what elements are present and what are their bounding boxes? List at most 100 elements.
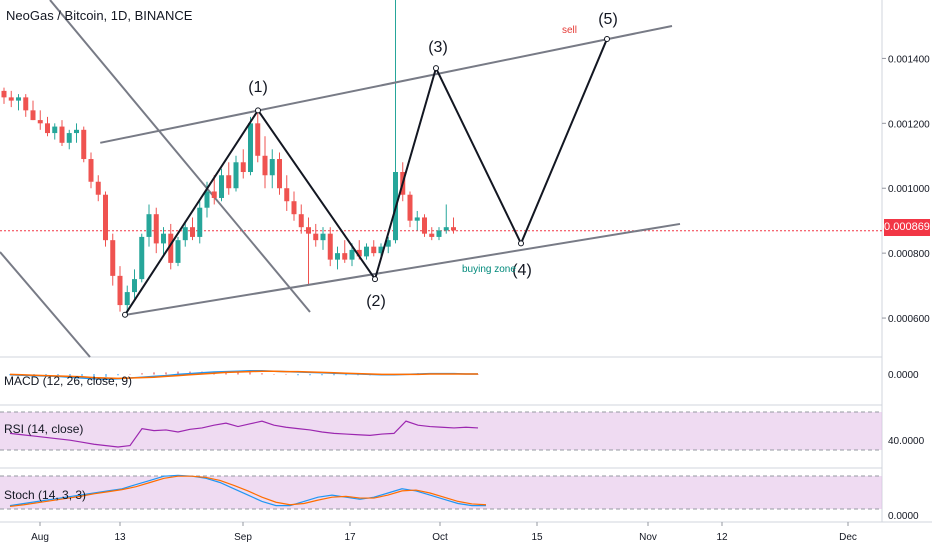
candle (168, 233, 174, 263)
candle (45, 123, 50, 134)
price-tick-label: 0.000600 (888, 314, 930, 325)
macd-tick-label: 0.0000 (888, 370, 919, 381)
downtrend-line (0, 251, 91, 358)
candle (211, 191, 217, 198)
candle (277, 159, 282, 189)
macd-histogram-bar (309, 374, 311, 376)
candle (23, 97, 29, 111)
macd-histogram-bar (249, 372, 251, 375)
macd-histogram-bar (117, 374, 119, 376)
time-tick-label: 12 (716, 532, 728, 543)
sell-annotation: sell (562, 25, 577, 36)
candle (219, 175, 224, 198)
macd-histogram-bar (345, 374, 347, 376)
time-tick-label: 17 (344, 532, 356, 543)
macd-histogram-bar (321, 374, 323, 376)
wave-point (122, 311, 128, 318)
macd-histogram-bar (57, 374, 59, 376)
candle (103, 194, 108, 241)
candle (371, 246, 377, 254)
candle (146, 214, 152, 237)
candle (88, 159, 94, 182)
time-tick-label: 13 (114, 532, 126, 543)
price-tick-label: 0.001400 (888, 54, 930, 65)
candle (233, 162, 239, 189)
channel-upper-line (100, 24, 673, 144)
price-tick-label: 0.000800 (888, 249, 930, 260)
stoch-band (0, 476, 882, 509)
candle (443, 227, 449, 231)
macd-histogram-bar (273, 374, 275, 375)
time-tick-label: Sep (234, 532, 252, 543)
macd-histogram-bar (165, 372, 167, 375)
candle (298, 214, 304, 228)
time-tick-label: Dec (839, 532, 857, 543)
candle (117, 275, 123, 306)
rsi-label: RSI (14, close) (4, 422, 84, 436)
price-tick-label: 0.001000 (888, 184, 930, 195)
candle (313, 233, 319, 241)
candle (1, 90, 7, 98)
macd-histogram-bar (261, 373, 263, 375)
candle (255, 123, 261, 156)
candle (124, 292, 130, 306)
macd-histogram-bar (81, 374, 83, 377)
wave-label: (4) (512, 262, 532, 279)
macd-label: MACD (12, 26, close, 9) (4, 374, 133, 388)
macd-histogram-bar (105, 374, 107, 377)
candle (197, 207, 203, 237)
candle (95, 181, 101, 195)
wave-label: (3) (428, 39, 448, 56)
macd-histogram-bar (153, 372, 155, 375)
wave-point (604, 35, 610, 42)
candle (226, 175, 232, 189)
candle (364, 246, 369, 257)
wave-label: (1) (248, 79, 268, 96)
channel-lower-line (125, 222, 681, 316)
candle (269, 159, 275, 176)
wave-point (255, 107, 261, 114)
candle (306, 227, 311, 234)
candle (291, 201, 297, 215)
candle (240, 162, 246, 173)
macd-histogram-bar (93, 374, 95, 377)
candle (262, 155, 268, 176)
macd-histogram-bar (45, 374, 47, 376)
candle (204, 191, 210, 208)
candle (52, 126, 58, 134)
candle (66, 133, 72, 143)
time-tick-label: Nov (639, 532, 657, 543)
wave-point (433, 65, 439, 72)
candle (110, 240, 116, 276)
macd-histogram-bar (141, 373, 143, 375)
macd-histogram-bar (225, 372, 227, 375)
candle (182, 227, 188, 241)
wave-point (518, 240, 524, 247)
candle (190, 227, 195, 237)
price-tick-label: 0.001200 (888, 119, 930, 130)
candle (175, 240, 181, 263)
candle (407, 194, 413, 221)
macd-histogram-bar (333, 374, 335, 376)
candle (378, 246, 384, 254)
macd-signal-line (9, 370, 478, 380)
stoch-d-line (9, 475, 487, 508)
rsi-line (9, 420, 479, 448)
candle (320, 233, 326, 241)
candle (161, 233, 166, 244)
stoch-label: Stoch (14, 3, 3) (4, 488, 87, 502)
candle (284, 188, 290, 202)
macd-histogram-bar (129, 374, 131, 375)
macd-histogram-bar (297, 374, 299, 376)
candle (30, 110, 36, 121)
rsi-band (0, 412, 882, 450)
macd-histogram-bar (285, 374, 287, 375)
macd-histogram-bar (69, 374, 71, 377)
candle (451, 227, 456, 231)
candle (335, 253, 340, 260)
candle (414, 217, 420, 221)
macd-histogram-bar (237, 372, 239, 375)
candle (422, 217, 427, 234)
wave-label: (5) (598, 11, 618, 28)
